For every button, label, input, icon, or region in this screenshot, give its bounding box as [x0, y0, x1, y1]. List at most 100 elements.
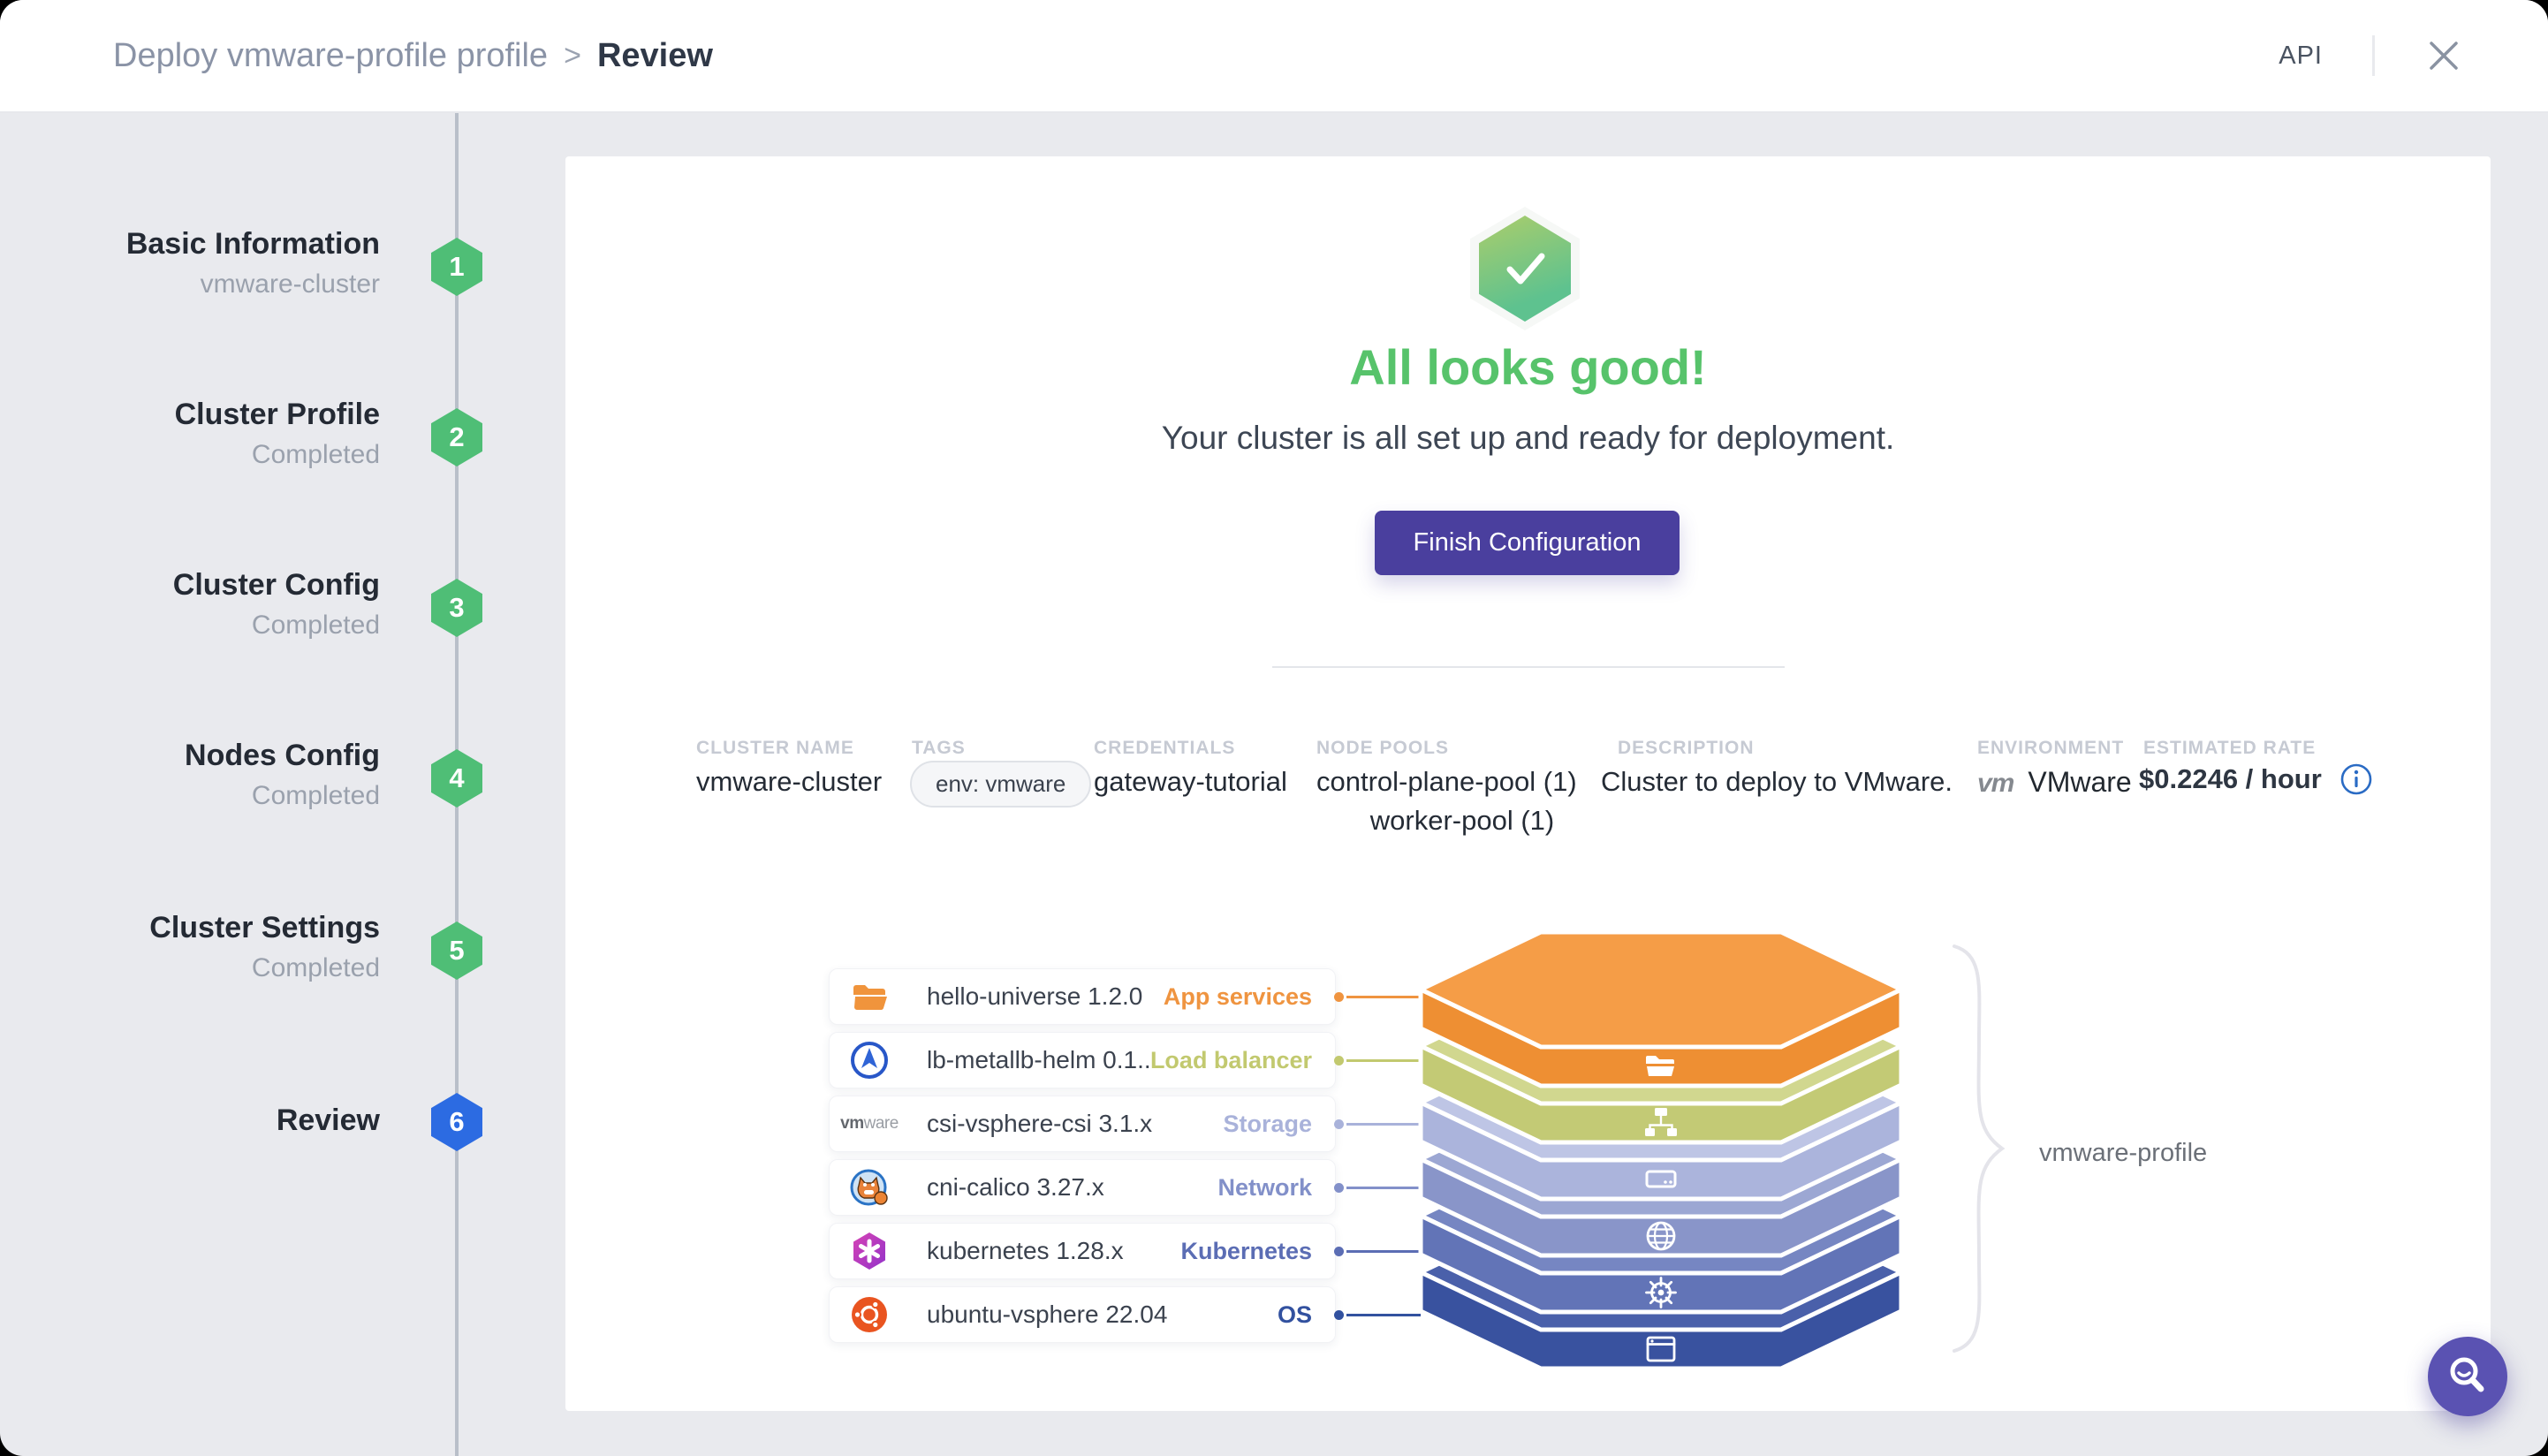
step-subtitle: Completed	[251, 781, 380, 810]
metallb-icon	[849, 1040, 890, 1081]
estimated-rate-label: ESTIMATED RATE	[2143, 738, 2317, 758]
connector-line	[1346, 1250, 1421, 1253]
connector-line	[1346, 1314, 1421, 1316]
sidebar-step-cluster-profile[interactable]: Cluster Profile Completed	[0, 393, 380, 474]
info-icon[interactable]	[2339, 762, 2373, 796]
step-title: Cluster Profile	[174, 398, 380, 431]
connector-line	[1346, 1187, 1421, 1189]
environment-label: ENVIRONMENT	[1977, 738, 2125, 758]
step-subtitle: vmware-cluster	[200, 269, 380, 299]
profile-layer-row-os[interactable]: ubuntu-vsphere 22.04 OS	[829, 1286, 1336, 1343]
breadcrumb: Deploy vmware-profile profile > Review	[113, 37, 713, 75]
layer-name: cni-calico 3.27.x	[927, 1173, 1104, 1201]
layer-name: lb-metallb-helm 0.1...	[927, 1046, 1158, 1073]
control-plane-pool-value: control-plane-pool (1)	[1316, 766, 1577, 797]
layer-name: hello-universe 1.2.0	[927, 982, 1143, 1010]
ubuntu-icon	[849, 1294, 890, 1335]
sidebar-step-review[interactable]: Review	[0, 1099, 380, 1141]
step-title: Review	[276, 1103, 380, 1137]
step-title: Cluster Settings	[149, 911, 380, 944]
breadcrumb-review: Review	[596, 36, 713, 74]
step-badge-5[interactable]: 5	[431, 921, 482, 980]
kubernetes-icon	[849, 1231, 890, 1271]
credentials-value: gateway-tutorial	[1094, 766, 1287, 797]
layer-name: kubernetes 1.28.x	[927, 1237, 1124, 1264]
step-badge-6[interactable]: 6	[431, 1093, 482, 1151]
connector-line	[1346, 1059, 1421, 1062]
rate-text: $0.2246 / hour	[2139, 763, 2322, 794]
profile-layer-stack	[1414, 929, 1908, 1378]
connector-dot	[1334, 992, 1344, 1002]
connector-dot	[1334, 1056, 1344, 1065]
description-label: DESCRIPTION	[1618, 738, 1755, 758]
step-subtitle: Completed	[251, 440, 380, 469]
layer-type: Load balancer	[1149, 1046, 1312, 1073]
connector-dot	[1334, 1310, 1344, 1320]
profile-layer-row-app-services[interactable]: hello-universe 1.2.0 App services	[829, 968, 1336, 1025]
wizard-header: Deploy vmware-profile profile > Review A…	[0, 0, 2548, 113]
status-title: All looks good!	[1349, 339, 1707, 395]
profile-layer-row-load-balancer[interactable]: lb-metallb-helm 0.1... Load balancer	[829, 1032, 1336, 1088]
tags-label: TAGS	[912, 738, 966, 758]
connector-line	[1346, 996, 1421, 998]
profile-layer-row-kubernetes[interactable]: kubernetes 1.28.x Kubernetes	[829, 1223, 1336, 1279]
cluster-name-label: CLUSTER NAME	[696, 738, 854, 758]
folder-icon	[849, 976, 890, 1017]
vmware-vm-logo: vm	[1977, 769, 2014, 798]
worker-pool-value: worker-pool (1)	[1369, 805, 1555, 836]
checkmark-icon	[1506, 253, 1545, 284]
node-pools-value: control-plane-pool (1) worker-pool (1)	[1316, 766, 1608, 837]
sidebar-step-cluster-config[interactable]: Cluster Config Completed	[0, 564, 380, 645]
profile-name-label: vmware-profile	[2039, 1139, 2208, 1167]
layer-name: csi-vsphere-csi 3.1.x	[927, 1110, 1153, 1137]
environment-name: VMware	[2028, 766, 2132, 798]
layer-type: Kubernetes	[1180, 1237, 1312, 1264]
step-badge-1[interactable]: 1	[431, 238, 482, 296]
cluster-name-value: vmware-cluster	[696, 766, 883, 797]
review-card: All looks good! Your cluster is all set …	[565, 156, 2491, 1411]
calico-icon	[849, 1167, 890, 1208]
step-title: Cluster Config	[172, 568, 380, 602]
step-badge-4[interactable]: 4	[431, 749, 482, 808]
step-title: Nodes Config	[185, 739, 380, 772]
layer-type: Storage	[1223, 1110, 1312, 1137]
environment-value: vm VMware	[1977, 766, 2132, 799]
credentials-label: CREDENTIALS	[1094, 738, 1236, 758]
sidebar-step-nodes-config[interactable]: Nodes Config Completed	[0, 734, 380, 815]
breadcrumb-deploy-profile: Deploy vmware-profile profile	[113, 36, 549, 74]
search-fab-button[interactable]	[2428, 1337, 2507, 1416]
connector-dot	[1334, 1247, 1344, 1256]
profile-layer-row-storage[interactable]: vmware csi-vsphere-csi 3.1.x Storage	[829, 1096, 1336, 1152]
vmware-wordmark-icon: vmware	[840, 1114, 899, 1133]
header-actions: API	[2279, 0, 2463, 111]
api-button[interactable]: API	[2279, 41, 2323, 70]
check-hexagon-gradient	[1479, 216, 1571, 322]
step-subtitle: Completed	[251, 610, 380, 640]
status-subtitle: Your cluster is all set up and ready for…	[1161, 420, 1895, 456]
step-badge-2[interactable]: 2	[431, 408, 482, 466]
curly-brace	[1953, 944, 2006, 1353]
estimated-rate-value: $0.2246 / hour	[2139, 762, 2373, 796]
finish-configuration-button[interactable]: Finish Configuration	[1375, 511, 1680, 575]
connector-line	[1346, 1123, 1421, 1126]
layer-name: ubuntu-vsphere 22.04	[927, 1301, 1168, 1328]
check-hexagon-icon	[1470, 207, 1580, 330]
search-icon	[2450, 1357, 2484, 1392]
chevron-right-icon: >	[564, 38, 581, 72]
step-subtitle: Completed	[251, 953, 380, 982]
layer-type: App services	[1163, 982, 1312, 1010]
description-value: Cluster to deploy to VMware.	[1601, 766, 1953, 797]
step-badge-3[interactable]: 3	[431, 579, 482, 637]
section-divider	[1272, 666, 1785, 668]
sidebar-step-cluster-settings[interactable]: Cluster Settings Completed	[0, 906, 380, 988]
layer-type: Network	[1217, 1173, 1312, 1201]
tag-badge: env: vmware	[910, 761, 1092, 808]
profile-layer-row-network[interactable]: cni-calico 3.27.x Network	[829, 1159, 1336, 1216]
header-divider	[2372, 35, 2375, 76]
node-pools-label: NODE POOLS	[1316, 738, 1450, 758]
connector-dot	[1334, 1183, 1344, 1193]
sidebar-step-basic-information[interactable]: Basic Information vmware-cluster	[0, 223, 380, 304]
close-icon[interactable]	[2424, 36, 2463, 75]
connector-dot	[1334, 1119, 1344, 1129]
